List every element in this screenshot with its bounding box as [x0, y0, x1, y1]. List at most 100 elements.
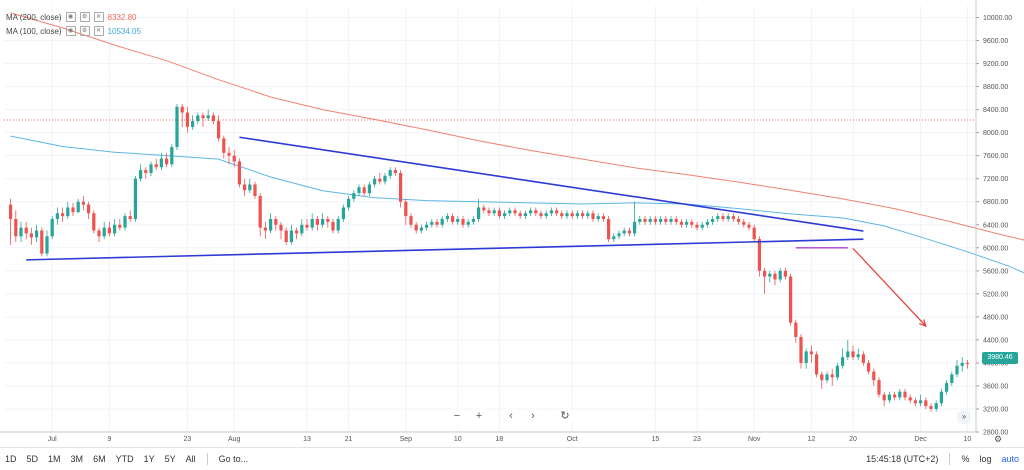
- arrow-head: [919, 319, 927, 328]
- candle-body: [76, 201, 80, 213]
- candle-body: [809, 351, 814, 355]
- close-icon[interactable]: ✕: [93, 26, 104, 36]
- candle-body: [690, 221, 694, 225]
- candle-body: [544, 213, 548, 217]
- candle-body: [185, 112, 190, 127]
- candle-body: [731, 216, 736, 219]
- candle-body: [388, 170, 392, 176]
- x-tick-label: Oct: [567, 436, 578, 443]
- candle-body: [518, 213, 522, 217]
- percent-toggle[interactable]: %: [961, 454, 970, 464]
- candle-body: [34, 230, 39, 238]
- candle-body: [253, 184, 257, 196]
- candle-body: [107, 227, 112, 234]
- candle-body: [944, 383, 949, 392]
- settings-icon[interactable]: ⚙: [79, 26, 90, 36]
- toolbar-right: 15:45:18 (UTC+2) % log auto: [861, 448, 1024, 470]
- candle-body: [471, 219, 476, 222]
- scroll-to-realtime-button[interactable]: »: [957, 410, 971, 424]
- candle-body: [794, 322, 798, 338]
- eye-icon[interactable]: ◉: [65, 26, 76, 36]
- range-button-3m[interactable]: 3M: [70, 453, 84, 464]
- candle-body: [747, 224, 751, 228]
- candle-body: [934, 403, 938, 409]
- candle-body: [409, 216, 413, 225]
- range-button-1m[interactable]: 1M: [48, 453, 61, 464]
- candle-body: [341, 207, 346, 219]
- trendline-lower: [26, 238, 864, 261]
- candle-body: [40, 230, 44, 254]
- candle-body: [664, 219, 668, 222]
- candle-body: [320, 219, 325, 225]
- candle-body: [81, 201, 86, 205]
- close-icon[interactable]: ✕: [93, 12, 104, 22]
- x-tick-label: Aug: [228, 436, 241, 443]
- range-button-5d[interactable]: 5D: [26, 453, 39, 464]
- settings-icon[interactable]: ⚙: [79, 12, 90, 22]
- candle-body: [346, 198, 351, 208]
- range-button-1d[interactable]: 1D: [5, 453, 17, 464]
- legend-ma200: MA (200, close) ◉ ⚙ ✕ 8332.80: [6, 10, 141, 24]
- candle-body: [648, 219, 652, 222]
- range-button-1y[interactable]: 1Y: [143, 453, 155, 464]
- candle-body: [133, 178, 138, 219]
- candle-body: [705, 221, 710, 225]
- zoom-out-button[interactable]: −: [448, 407, 466, 425]
- range-button-all[interactable]: All: [185, 453, 196, 464]
- candle-body: [492, 210, 496, 214]
- candle-body: [466, 221, 470, 225]
- candle-body: [55, 213, 60, 219]
- y-tick-label: 8000.00: [983, 130, 1008, 137]
- candle-body: [887, 394, 892, 401]
- candle-body: [352, 193, 356, 199]
- candle-body: [643, 219, 647, 222]
- candle-body: [237, 161, 242, 185]
- candle-body: [565, 213, 569, 217]
- y-tick-label: 8400.00: [983, 107, 1008, 114]
- range-button-5y[interactable]: 5Y: [164, 453, 176, 464]
- candle-body: [50, 219, 54, 237]
- candle-body: [612, 236, 616, 240]
- candle-body: [315, 219, 320, 225]
- scroll-left-button[interactable]: ‹: [502, 407, 520, 425]
- eye-icon[interactable]: ◉: [65, 12, 76, 22]
- zoom-in-button[interactable]: +: [470, 407, 488, 425]
- candle-body: [814, 354, 819, 375]
- candle-body: [19, 227, 23, 237]
- auto-toggle[interactable]: auto: [1001, 454, 1019, 464]
- goto-button[interactable]: Go to...: [218, 453, 249, 464]
- candle-body: [918, 400, 923, 404]
- drawings[interactable]: [26, 136, 927, 328]
- candle-body: [487, 210, 491, 214]
- x-tick-label: 18: [496, 436, 504, 443]
- range-button-ytd[interactable]: YTD: [115, 453, 134, 464]
- candle-body: [294, 230, 299, 234]
- candle-body: [279, 224, 283, 231]
- candle-body: [476, 207, 481, 219]
- candle-body: [14, 219, 18, 237]
- y-tick-label: 9600.00: [983, 38, 1008, 45]
- y-tick-label: 2800.00: [983, 430, 1008, 437]
- clock[interactable]: 15:45:18 (UTC+2): [866, 454, 939, 464]
- range-buttons: 1D 5D 1M 3M 6M YTD 1Y 5Y All: [0, 454, 201, 464]
- reset-chart-button[interactable]: ↻: [556, 407, 574, 425]
- candle-body: [310, 219, 314, 228]
- candle-body: [206, 115, 210, 119]
- moving-averages: [10, 12, 1024, 274]
- candle-body: [211, 115, 216, 122]
- y-tick-label: 6800.00: [983, 199, 1008, 206]
- x-tick-label: Jul: [48, 436, 57, 443]
- candle-body: [92, 213, 96, 231]
- log-toggle[interactable]: log: [979, 454, 992, 464]
- candle-body: [232, 155, 236, 162]
- candle-body: [788, 276, 793, 323]
- range-button-6m[interactable]: 6M: [93, 453, 106, 464]
- x-tick-label: 10: [454, 436, 462, 443]
- scroll-right-button[interactable]: ›: [524, 407, 542, 425]
- candle-body: [866, 362, 871, 372]
- y-tick-label: 9200.00: [983, 61, 1008, 68]
- legend-ma100-value: 10534.05: [107, 26, 141, 36]
- candle-body: [783, 270, 788, 277]
- candle-body: [799, 337, 803, 363]
